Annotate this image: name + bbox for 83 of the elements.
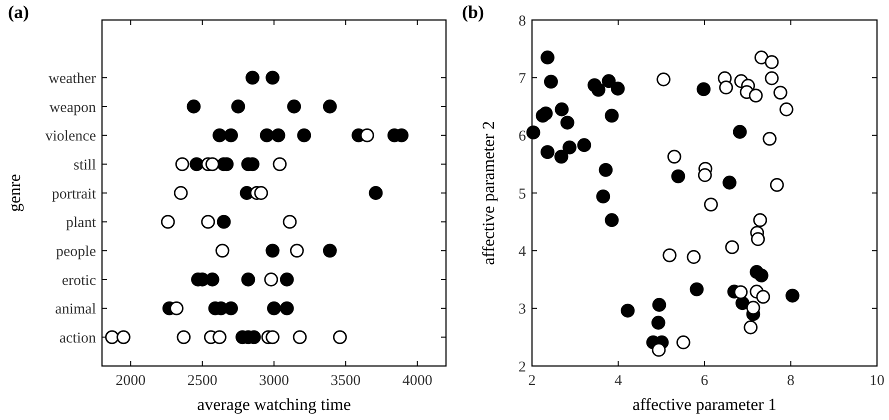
point xyxy=(554,150,568,164)
point xyxy=(779,102,794,116)
y-tick-label: 5 xyxy=(518,186,526,202)
point xyxy=(696,82,711,96)
point xyxy=(662,248,677,262)
x-tick-label: 2000 xyxy=(116,373,146,389)
y-tick-label: action xyxy=(59,330,96,346)
point xyxy=(554,102,569,116)
point xyxy=(786,288,800,303)
y-tick-label: weather xyxy=(48,70,96,87)
point xyxy=(756,290,770,304)
point xyxy=(602,74,616,88)
point xyxy=(746,300,760,315)
point xyxy=(620,304,635,318)
point xyxy=(651,316,666,330)
x-tick-label: 3000 xyxy=(259,373,289,389)
point xyxy=(671,169,686,184)
x-axis-title: affective parameter 1 xyxy=(632,395,777,414)
y-tick-label: 4 xyxy=(518,244,526,260)
point xyxy=(676,335,690,350)
point xyxy=(667,150,682,164)
point xyxy=(604,108,619,123)
point xyxy=(719,80,734,94)
point xyxy=(656,72,670,86)
point xyxy=(754,268,768,282)
y-tick-label: 8 xyxy=(518,13,526,30)
y-tick-label: 2 xyxy=(518,359,526,376)
x-tick-label: 3500 xyxy=(330,373,361,389)
point xyxy=(754,50,768,64)
point xyxy=(686,250,701,264)
y-tick-label: still xyxy=(73,157,96,174)
y-tick-label: 6 xyxy=(518,128,526,145)
y-tick-label: animal xyxy=(55,302,96,318)
point xyxy=(764,55,779,70)
x-tick-label: 4 xyxy=(614,373,622,389)
point xyxy=(577,138,592,152)
point xyxy=(596,190,610,204)
point xyxy=(762,132,777,146)
point xyxy=(704,198,718,212)
point xyxy=(751,232,765,246)
point xyxy=(690,282,704,296)
point xyxy=(540,145,554,160)
point xyxy=(753,213,768,228)
point xyxy=(770,178,784,192)
point xyxy=(591,82,606,97)
y-tick-label: weapon xyxy=(49,100,96,116)
y-tick-label: plant xyxy=(66,215,97,232)
point xyxy=(560,116,574,130)
y-axis-title: genre xyxy=(5,174,24,212)
y-tick-label: violence xyxy=(45,128,96,145)
y-tick-label: portrait xyxy=(52,186,97,202)
y-tick-label: erotic xyxy=(62,272,96,289)
point xyxy=(725,240,740,254)
point xyxy=(698,168,712,182)
point xyxy=(652,298,666,312)
point xyxy=(540,50,554,64)
point xyxy=(744,320,758,334)
point xyxy=(562,140,576,154)
x-tick-label: 6 xyxy=(700,373,709,389)
point xyxy=(652,342,666,357)
point xyxy=(604,213,619,228)
point xyxy=(598,162,613,177)
chart-title: (a) xyxy=(8,2,29,22)
x-axis-title: average watching time xyxy=(197,395,351,414)
x-tick-label: 2500 xyxy=(187,373,218,389)
y-axis-title: affective parameter 2 xyxy=(479,120,498,266)
point xyxy=(722,176,736,190)
point xyxy=(732,124,747,139)
point xyxy=(610,82,625,96)
y-tick-label: 3 xyxy=(518,302,526,318)
point xyxy=(734,285,748,300)
chart-title: (b) xyxy=(462,2,484,22)
x-tick-label: 10 xyxy=(870,373,884,389)
point xyxy=(538,106,553,120)
point xyxy=(748,88,763,102)
x-tick-label: 4000 xyxy=(402,373,432,389)
y-tick-label: 7 xyxy=(518,70,526,87)
point xyxy=(764,71,779,86)
point xyxy=(544,74,558,89)
point xyxy=(773,86,788,100)
x-tick-label: 8 xyxy=(787,373,794,389)
point xyxy=(526,126,540,140)
y-tick-label: people xyxy=(56,244,96,260)
